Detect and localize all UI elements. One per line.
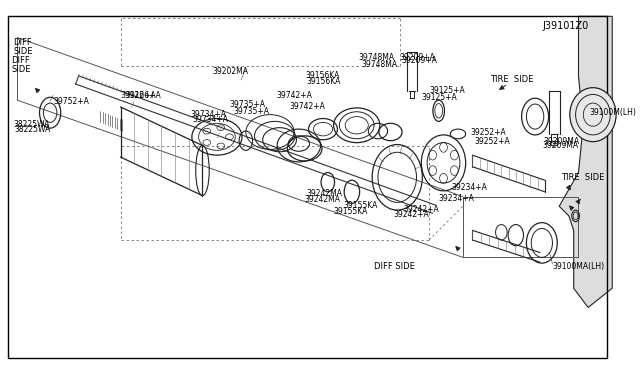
Text: TIRE  SIDE: TIRE SIDE — [561, 173, 605, 182]
Text: 39156KA: 39156KA — [307, 77, 341, 86]
Text: 39155KA: 39155KA — [343, 201, 378, 210]
Text: 39742+A: 39742+A — [276, 91, 312, 100]
Text: 39735+A: 39735+A — [230, 100, 266, 109]
Text: J39101Z0: J39101Z0 — [543, 21, 589, 31]
Text: DIFF: DIFF — [13, 38, 32, 47]
Text: 39252+A: 39252+A — [474, 137, 510, 146]
Text: 39752+A: 39752+A — [53, 97, 89, 106]
Text: 39100M(LH): 39100M(LH) — [589, 108, 636, 117]
Text: 39234+A: 39234+A — [438, 194, 475, 203]
Text: 39742+A: 39742+A — [289, 102, 325, 112]
Text: 39242+A: 39242+A — [403, 205, 439, 214]
Text: 39748MA: 39748MA — [358, 53, 395, 62]
Text: 39155KA: 39155KA — [333, 206, 368, 215]
Text: 39242MA: 39242MA — [307, 189, 342, 198]
Ellipse shape — [550, 141, 558, 146]
Text: 39125+A: 39125+A — [429, 86, 465, 95]
Text: 39125+A: 39125+A — [421, 93, 457, 102]
Text: 39209MA: 39209MA — [544, 137, 580, 146]
Text: 39202MA: 39202MA — [212, 67, 248, 76]
Text: 39242MA: 39242MA — [305, 195, 340, 204]
Text: 39209+A: 39209+A — [399, 53, 435, 62]
Text: 39734+A: 39734+A — [193, 115, 229, 124]
Text: SIDE: SIDE — [12, 65, 31, 74]
Text: SIDE: SIDE — [13, 46, 33, 55]
Ellipse shape — [570, 88, 616, 142]
Text: 39234+A: 39234+A — [451, 183, 487, 192]
Text: 38225WA: 38225WA — [13, 120, 50, 129]
Text: 39156KA: 39156KA — [306, 71, 340, 80]
Text: 39126+A: 39126+A — [120, 91, 156, 100]
Text: 39126+A: 39126+A — [125, 91, 161, 100]
Text: 39100MA(LH): 39100MA(LH) — [552, 263, 605, 272]
Text: 39734+A: 39734+A — [191, 110, 227, 119]
Text: 39252+A: 39252+A — [470, 128, 506, 138]
Text: DIFF: DIFF — [12, 56, 30, 65]
Text: DIFF SIDE: DIFF SIDE — [374, 263, 415, 272]
Polygon shape — [559, 16, 612, 308]
Text: 38225WA: 38225WA — [15, 125, 51, 134]
Text: 39748MA: 39748MA — [362, 60, 397, 69]
Text: 39209MA: 39209MA — [543, 141, 579, 150]
Text: 39209+A: 39209+A — [401, 56, 437, 65]
Text: 39242+A: 39242+A — [394, 211, 429, 219]
Text: TIRE  SIDE: TIRE SIDE — [490, 76, 533, 84]
Text: 39735+A: 39735+A — [234, 107, 269, 116]
